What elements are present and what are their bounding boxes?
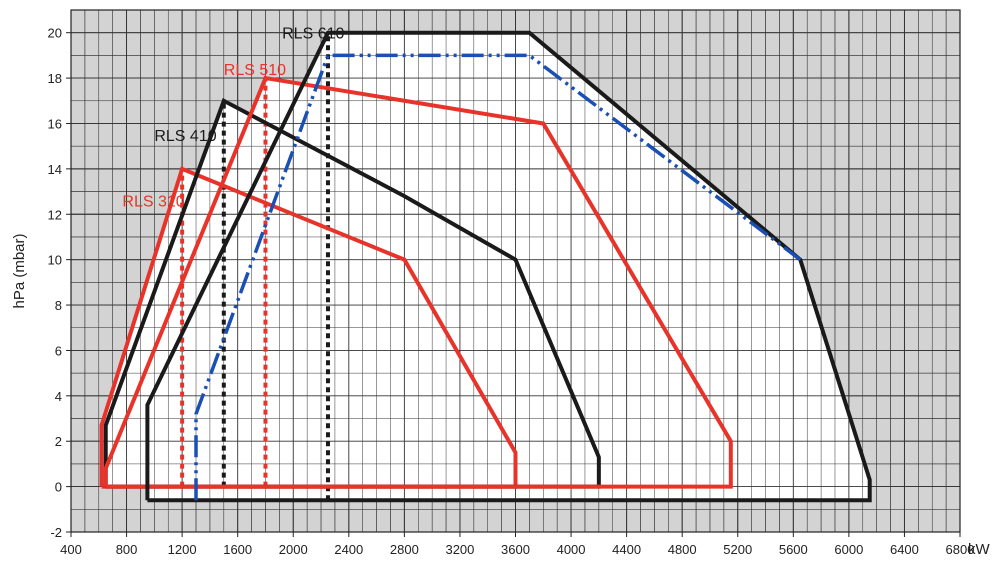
series-line-2 (103, 97, 601, 489)
series-label: RLS 510 (224, 62, 286, 79)
x-tick-label: 800 (116, 542, 138, 557)
y-tick-label: 16 (48, 116, 62, 131)
x-tick-label: 3600 (501, 542, 530, 557)
y-tick-label: 18 (48, 71, 62, 86)
x-tick-label: 5600 (779, 542, 808, 557)
y-tick-label: 0 (55, 480, 62, 495)
x-tick-label: 4800 (668, 542, 697, 557)
y-tick-label: -2 (50, 525, 62, 540)
x-tick-label: 4400 (612, 542, 641, 557)
x-tick-label: 4000 (557, 542, 586, 557)
y-tick-label: 4 (55, 389, 62, 404)
x-tick-label: 6000 (834, 542, 863, 557)
series-line-4 (145, 30, 872, 503)
x-tick-label: 2800 (390, 542, 419, 557)
x-tick-label: 1600 (223, 542, 252, 557)
series-line-3 (103, 75, 733, 489)
y-tick-label: 6 (55, 343, 62, 358)
y-tick-label: 14 (48, 162, 62, 177)
y-tick-label: 20 (48, 26, 62, 41)
y-tick-label: 12 (48, 207, 62, 222)
series-label: RLS 410 (154, 128, 216, 145)
x-tick-label: 2000 (279, 542, 308, 557)
x-tick-label: 400 (60, 542, 82, 557)
series-labels: RLS 310 RLS 410 RLS 510 RLS 610 (122, 26, 344, 211)
y-tick-label: 8 (55, 298, 62, 313)
series-label: RLS 310 (122, 194, 184, 211)
y-tick-label: 2 (55, 434, 62, 449)
series-label: RLS 610 (282, 26, 344, 43)
x-tick-label: 6400 (890, 542, 919, 557)
x-tick-label: 3200 (445, 542, 474, 557)
x-tick-label: 5200 (723, 542, 752, 557)
y-axis-title: hPa (mbar) (11, 233, 28, 308)
series-line-5 (194, 53, 802, 501)
series-lines (99, 30, 872, 503)
x-tick-label: 2400 (334, 542, 363, 557)
axes: 400 800 1200 1600 2000 2400 2800 3200 3600 4000 44… (48, 9, 975, 557)
y-tick-label: 10 (48, 253, 62, 268)
envelope-area (147, 32, 870, 501)
x-tick-label: 6800 (946, 542, 975, 557)
x-tick-label: 1200 (168, 542, 197, 557)
x-axis-unit: kW (968, 541, 991, 558)
